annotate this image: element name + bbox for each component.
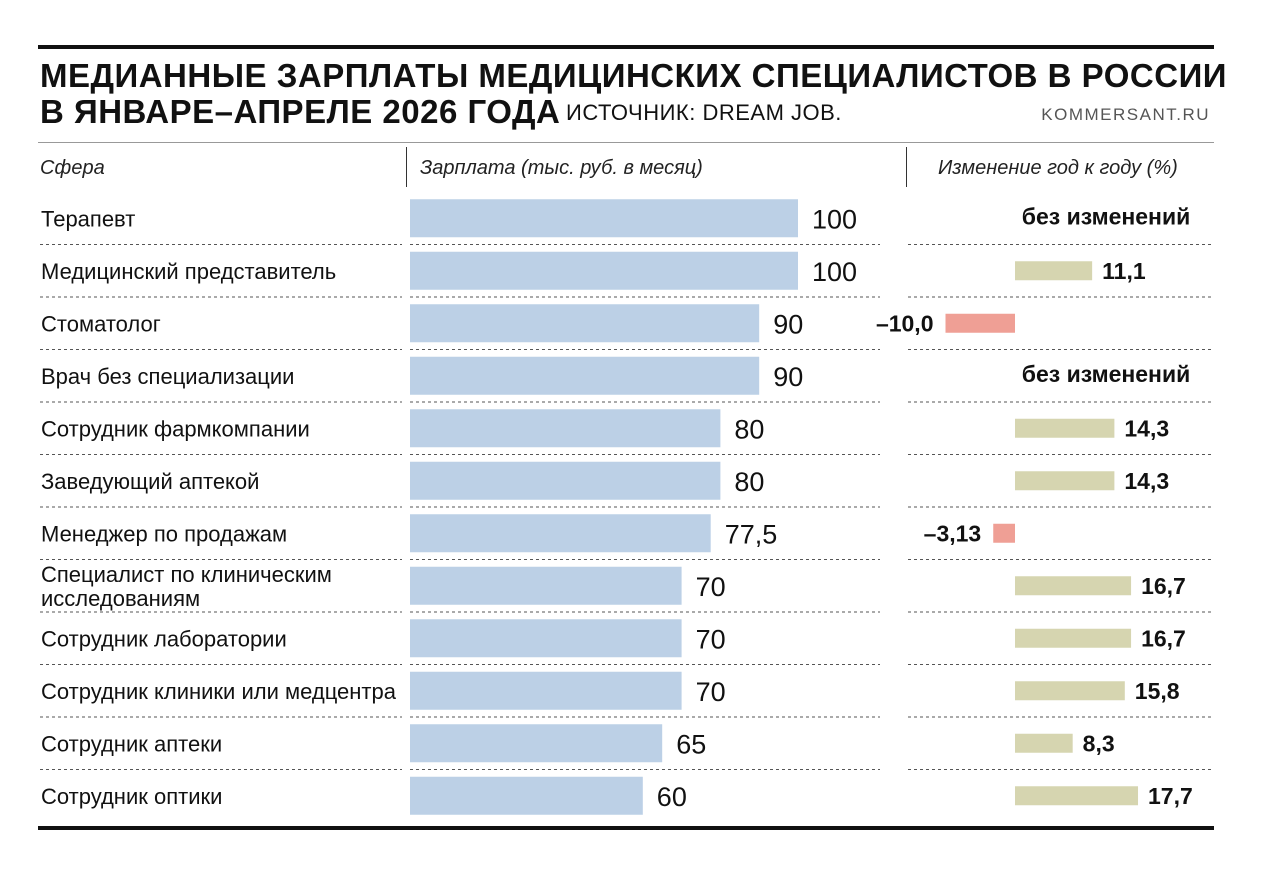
category-label: Сотрудник оптики xyxy=(41,784,222,809)
category-label: Сотрудник лаборатории xyxy=(41,626,287,651)
change-value-label: 16,7 xyxy=(1141,625,1186,651)
category-label: Сотрудник клиники или медцентра xyxy=(41,679,397,704)
change-bar xyxy=(1015,628,1132,648)
salary-bar xyxy=(410,461,721,500)
salary-value-label: 100 xyxy=(812,204,857,234)
salary-value-label: 90 xyxy=(773,362,803,392)
column-header-sphere: Сфера xyxy=(40,157,105,179)
salary-bar xyxy=(410,514,711,553)
salary-bar xyxy=(410,199,798,238)
category-label: Терапевт xyxy=(41,206,135,231)
column-separator xyxy=(906,147,907,187)
column-header-change: Изменение год к году (%) xyxy=(938,157,1178,179)
change-value-label: 14,3 xyxy=(1124,415,1169,441)
brand-label: KOMMERSANT.RU xyxy=(1041,105,1210,124)
salary-bar xyxy=(410,304,760,343)
category-label: Сотрудник аптеки xyxy=(41,731,222,756)
salary-bar xyxy=(410,251,798,290)
change-bar xyxy=(1015,418,1115,438)
column-separator xyxy=(406,147,407,187)
chart-title-line-1: МЕДИАННЫЕ ЗАРПЛАТЫ МЕДИЦИНСКИХ СПЕЦИАЛИС… xyxy=(40,57,1228,94)
category-label: Менеджер по продажам xyxy=(41,521,287,546)
salary-bar xyxy=(410,566,682,605)
top-rule xyxy=(38,45,1214,49)
category-label: Сотрудник фармкомпании xyxy=(41,416,310,441)
category-label: Специалист по клиническим исследованиям xyxy=(41,562,332,611)
salary-value-label: 70 xyxy=(696,624,726,654)
header-rule xyxy=(38,142,1214,143)
salary-value-label: 70 xyxy=(696,572,726,602)
change-value-label: без изменений xyxy=(1022,203,1190,229)
column-header-salary: Зарплата (тыс. руб. в месяц) xyxy=(420,157,703,179)
salary-value-label: 100 xyxy=(812,257,857,287)
change-bar xyxy=(1015,576,1132,596)
salary-value-label: 65 xyxy=(676,729,706,759)
salary-value-label: 70 xyxy=(696,677,726,707)
change-bar xyxy=(945,313,1015,333)
category-label: Стоматолог xyxy=(41,311,161,336)
salary-bar xyxy=(410,409,721,448)
change-value-label: 16,7 xyxy=(1141,573,1186,599)
salary-bar xyxy=(410,776,643,815)
salary-bar xyxy=(410,724,663,763)
salary-value-label: 90 xyxy=(773,309,803,339)
chart-title-line-2: В ЯНВАРЕ–АПРЕЛЕ 2026 ГОДА xyxy=(40,93,561,130)
change-value-label: без изменений xyxy=(1022,361,1190,387)
change-value-label: 8,3 xyxy=(1083,730,1115,756)
change-bar xyxy=(1015,471,1115,491)
salary-value-label: 77,5 xyxy=(725,519,778,549)
change-value-label: 11,1 xyxy=(1102,258,1146,284)
change-value-label: –10,0 xyxy=(876,310,934,336)
bottom-rule xyxy=(38,826,1214,830)
salary-value-label: 80 xyxy=(734,467,764,497)
salary-bar xyxy=(410,619,682,658)
change-value-label: 14,3 xyxy=(1124,468,1169,494)
change-bar xyxy=(1015,786,1139,806)
category-label: Заведующий аптекой xyxy=(41,469,259,494)
change-bar xyxy=(1015,681,1125,701)
change-bar xyxy=(993,523,1015,543)
salary-bar xyxy=(410,356,760,395)
salary-value-label: 60 xyxy=(657,782,687,812)
source-note: ИСТОЧНИК: DREAM JOB. xyxy=(566,100,842,125)
category-label: Врач без специализации xyxy=(41,364,294,389)
change-value-label: –3,13 xyxy=(924,520,982,546)
change-bar xyxy=(1015,733,1073,753)
change-value-label: 15,8 xyxy=(1135,678,1180,704)
salary-value-label: 80 xyxy=(734,414,764,444)
change-bar xyxy=(1015,261,1093,281)
category-label: Медицинский представитель xyxy=(41,259,336,284)
salary-bar xyxy=(410,671,682,710)
change-value-label: 17,7 xyxy=(1148,783,1193,809)
